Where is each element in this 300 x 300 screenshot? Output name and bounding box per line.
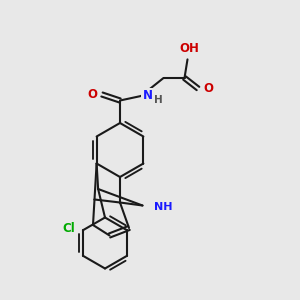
Text: O: O	[203, 82, 213, 95]
Text: Cl: Cl	[63, 222, 75, 235]
Text: O: O	[88, 88, 98, 101]
Text: NH: NH	[154, 202, 172, 212]
Text: N: N	[142, 89, 152, 102]
Text: OH: OH	[179, 42, 199, 55]
Text: H: H	[154, 94, 163, 105]
